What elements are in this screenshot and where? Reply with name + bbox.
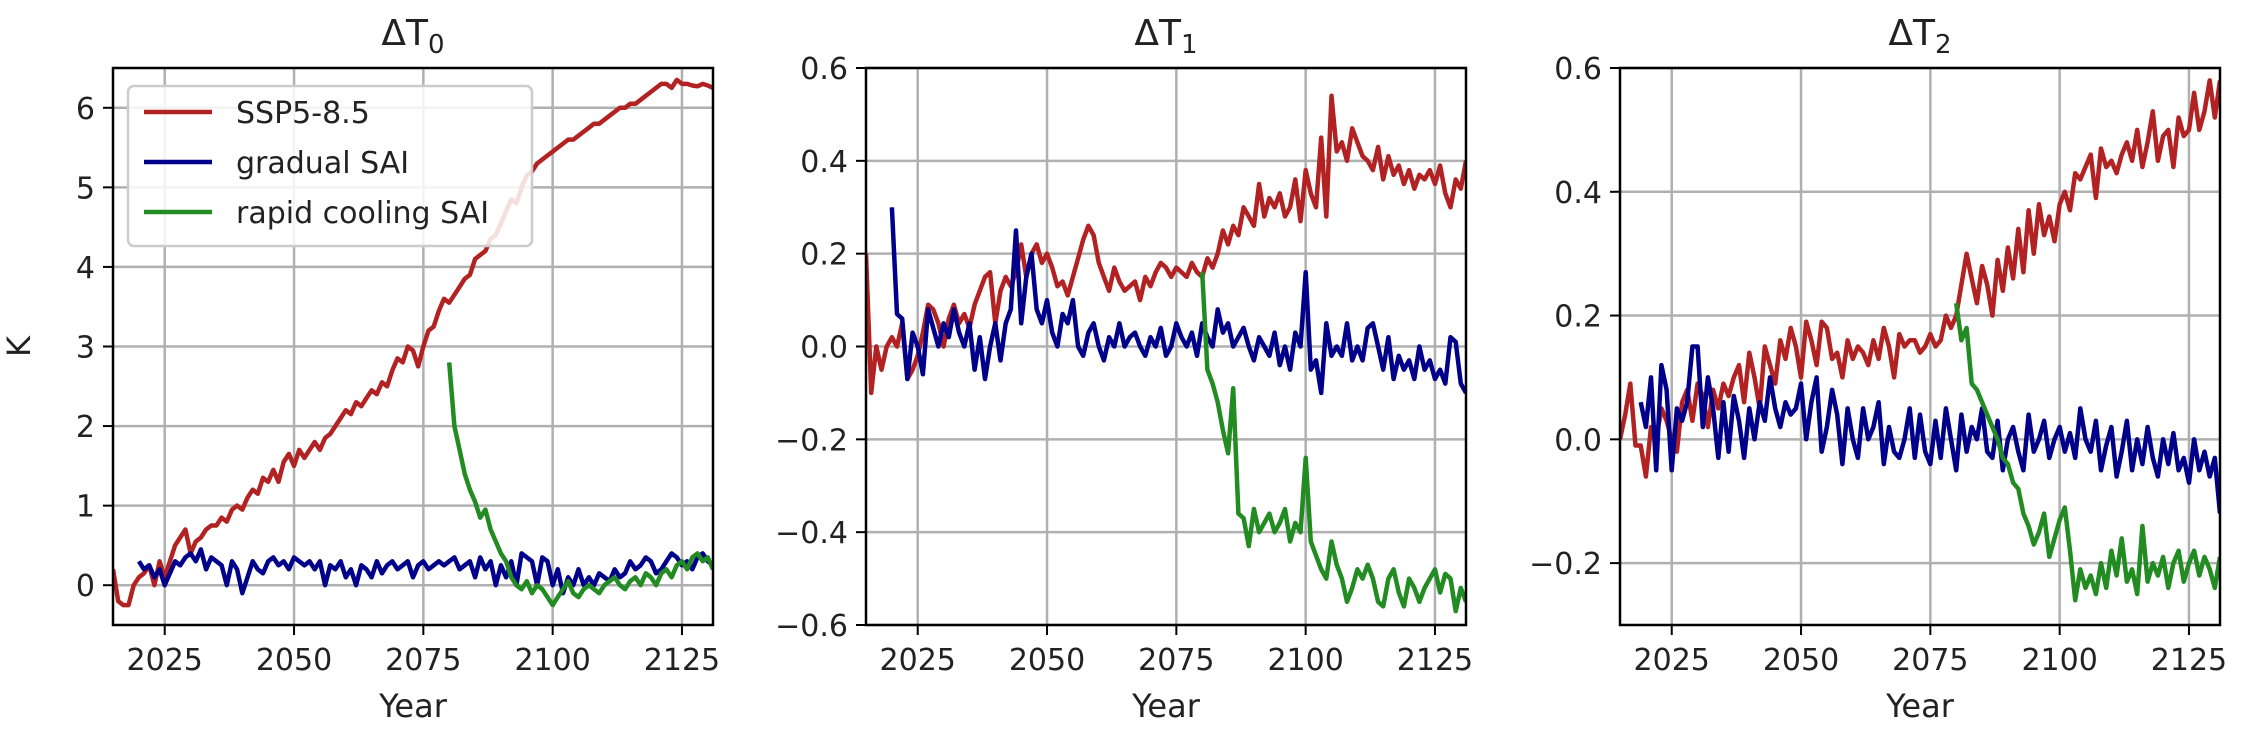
x-tick-label: 2025 (880, 643, 956, 678)
series-line-gradual-sai (137, 547, 713, 596)
x-tick-label: 2100 (514, 643, 590, 678)
x-tick-label: 2050 (1009, 643, 1085, 678)
panel-title-main: ΔT (1888, 13, 1936, 54)
x-tick-label: 2125 (2151, 643, 2227, 678)
y-tick-label: 6 (76, 92, 95, 127)
y-axis-label: K (0, 335, 38, 357)
y-tick-label: −0.6 (775, 609, 848, 644)
series-line-rapid-cooling-sai (446, 362, 713, 608)
series-line-gradual-sai (1638, 344, 2220, 514)
panel-title-subscript: 1 (1181, 30, 1198, 60)
legend-label: gradual SAI (236, 146, 409, 181)
panel-title: ΔT2 (1888, 13, 1951, 60)
y-tick-label: 0 (76, 569, 95, 604)
y-tick-label: 0.6 (1554, 52, 1602, 87)
y-tick-label: 2 (76, 410, 95, 445)
panel-title: ΔT1 (1134, 13, 1197, 60)
panel-title-main: ΔT (381, 13, 429, 54)
y-tick-label: 0.2 (1554, 300, 1602, 335)
y-tick-label: 5 (76, 171, 95, 206)
series-line-rapid-cooling-sai (1953, 302, 2220, 603)
y-tick-label: 4 (76, 251, 95, 286)
x-tick-label: 2050 (256, 643, 332, 678)
panel-title-subscript: 2 (1935, 30, 1952, 60)
x-tick-label: 2075 (1138, 643, 1214, 678)
y-tick-label: −0.4 (775, 516, 848, 551)
legend: SSP5-8.5 gradual SAI rapid cooling SAI (126, 84, 534, 248)
panel-delta-t0: 2025 2050 2075 2100 21250123456YearKΔT0SSP5-… (0, 13, 720, 725)
y-tick-label: −0.2 (775, 423, 848, 458)
x-axis-label: Year (1131, 687, 1201, 725)
series-line-ssp5-8-5 (866, 93, 1466, 396)
legend-box (126, 84, 534, 248)
x-tick-label: 2125 (1397, 643, 1473, 678)
x-tick-label: 2025 (1634, 643, 1710, 678)
series-line-gradual-sai (889, 207, 1466, 396)
panel-title: ΔT0 (381, 13, 444, 60)
panel-delta-t2: 2025 2050 2075 2100 2125 −0.2 0.0 0.2 0.4 0.6 Year… (1529, 13, 2227, 725)
x-tick-label: 2025 (127, 643, 203, 678)
y-tick-label: 0.0 (800, 331, 848, 366)
y-tick-label: 3 (76, 331, 95, 366)
x-tick-label: 2100 (2021, 643, 2097, 678)
y-tick-label: 0.4 (800, 145, 848, 180)
plot-frame (1618, 66, 2222, 627)
series-line-ssp5-8-5 (1620, 78, 2220, 479)
y-tick-label: 1 (76, 490, 95, 525)
x-tick-label: 2100 (1267, 643, 1343, 678)
x-tick-label: 2050 (1763, 643, 1839, 678)
panel-title-subscript: 0 (428, 30, 445, 60)
series-line-ssp5-8-5 (113, 77, 713, 608)
panel-delta-t1: 2025 2050 2075 2100 2125 −0.6 −0.4 −0.2 0.0 0.2 0.… (775, 13, 1473, 725)
legend-label: SSP5-8.5 (236, 96, 370, 131)
x-axis-label: Year (378, 687, 448, 725)
y-tick-label: −0.2 (1529, 547, 1602, 582)
y-tick-label: 0.6 (800, 52, 848, 87)
x-tick-label: 2075 (385, 643, 461, 678)
legend-label: rapid cooling SAI (236, 196, 489, 231)
x-tick-label: 2075 (1892, 643, 1968, 678)
y-tick-label: 0.0 (1554, 423, 1602, 458)
panel-title-main: ΔT (1134, 13, 1182, 54)
series-line-rapid-cooling-sai (1199, 272, 1466, 614)
x-axis-label: Year (1885, 687, 1955, 725)
x-tick-label: 2125 (644, 643, 720, 678)
y-tick-label: 0.4 (1554, 176, 1602, 211)
y-tick-label: 0.2 (800, 238, 848, 273)
